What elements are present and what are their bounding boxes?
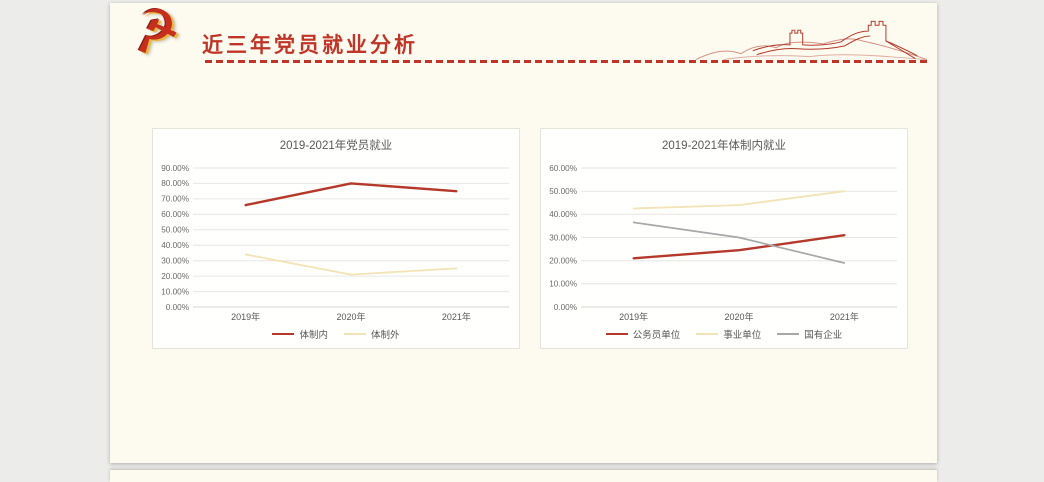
legend-label: 公务员单位 [632, 330, 681, 341]
x-axis-category-label: 2021年 [830, 311, 859, 322]
series-line-事业单位 [632, 190, 846, 210]
y-axis-tick-label: 20.00% [161, 272, 189, 281]
x-axis-category-label: 2019年 [231, 311, 260, 322]
y-axis-tick-label: 0.00% [166, 303, 189, 312]
y-axis-tick-label: 20.00% [549, 257, 577, 266]
slide: ☭ 近三年党员就业分析 2019-2021年党员就业 90.00% 80.00% 7… [110, 0, 937, 463]
line-plot: 60.00% 50.00% 40.00% 30.00% 20.00% 10.00% 0.00… [549, 164, 897, 322]
next-slide-top-edge [110, 470, 937, 482]
x-axis-category-label: 2020年 [724, 311, 753, 322]
slide-header: ☭ 近三年党员就业分析 [110, 0, 937, 75]
legend-line-marker [605, 332, 628, 336]
great-wall-illustration [695, 20, 928, 61]
y-axis-tick-label: 60.00% [549, 164, 577, 173]
y-axis-tick-label: 0.00% [554, 303, 577, 312]
chart-title: 2019-2021年体制内就业 [662, 140, 786, 152]
y-axis-tick-label: 80.00% [161, 179, 189, 188]
legend-item: 事业单位 [696, 327, 761, 341]
legend-line-marker [696, 332, 719, 336]
chart-party-member-employment[interactable]: 2019-2021年党员就业 90.00% 80.00% 70.00% 60.00% 5… [152, 128, 520, 349]
y-axis-tick-label: 60.00% [161, 210, 189, 219]
legend-line-marker [344, 332, 366, 336]
line-plot: 90.00% 80.00% 70.00% 60.00% 50.00% 40.00% 30.0… [161, 164, 509, 322]
legend-item: 体制外 [344, 327, 400, 341]
party-emblem-icon: ☭ [123, 0, 187, 68]
chart-title: 2019-2021年党员就业 [279, 140, 393, 152]
y-axis-tick-label: 40.00% [161, 241, 189, 250]
legend-item: 国有企业 [777, 327, 842, 341]
series-line-体制内 [244, 182, 458, 207]
y-axis-tick-label: 10.00% [549, 280, 577, 289]
y-axis-tick-label: 70.00% [161, 195, 189, 204]
legend-label: 体制内 [299, 330, 328, 341]
series-line-国有企业 [632, 221, 846, 264]
x-axis-category-label: 2021年 [442, 311, 471, 322]
header-divider-dashed-line [205, 60, 929, 63]
legend-item: 公务员单位 [605, 327, 681, 341]
chart-legend: 公务员单位 事业单位 国有企业 [541, 327, 907, 341]
x-axis-category-label: 2019年 [619, 311, 648, 322]
y-axis-tick-label: 50.00% [549, 187, 577, 196]
chart-within-system-employment[interactable]: 2019-2021年体制内就业 60.00% 50.00% 40.00% 30.00%… [540, 128, 908, 349]
y-axis-tick-label: 50.00% [161, 226, 189, 235]
legend-item: 体制内 [272, 327, 328, 341]
y-axis-tick-label: 10.00% [161, 287, 189, 296]
legend-label: 体制外 [371, 330, 400, 341]
x-axis-category-label: 2020年 [336, 311, 365, 322]
slide-title: 近三年党员就业分析 [202, 34, 418, 57]
series-line-体制外 [244, 253, 458, 276]
legend-label: 国有企业 [804, 330, 843, 341]
legend-line-marker [272, 332, 295, 336]
y-axis-tick-label: 40.00% [549, 210, 577, 219]
legend-label: 事业单位 [723, 330, 762, 341]
y-axis-tick-label: 30.00% [161, 257, 189, 266]
y-axis-tick-label: 30.00% [549, 233, 577, 242]
y-axis-tick-label: 90.00% [161, 164, 189, 173]
chart-legend: 体制内 体制外 [153, 327, 519, 341]
legend-line-marker [777, 332, 800, 336]
series-line-公务员单位 [632, 233, 846, 260]
